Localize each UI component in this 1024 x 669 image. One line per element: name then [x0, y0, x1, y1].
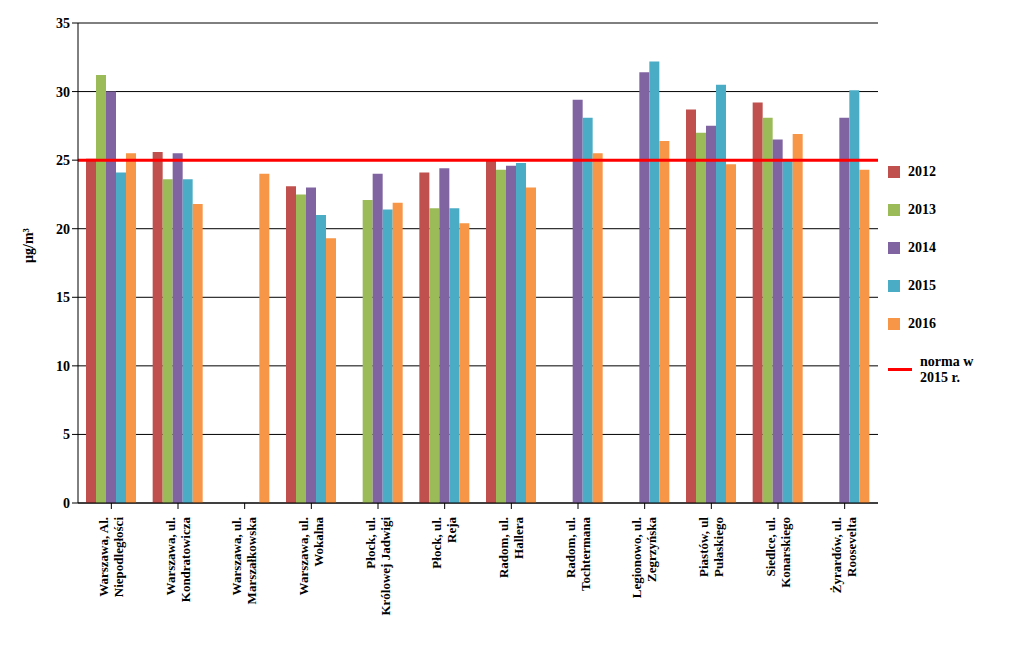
svg-text:Legionowo, ul.Zegrzyńska: Legionowo, ul.Zegrzyńska — [629, 517, 659, 599]
html-text:2014: 2014 — [908, 239, 936, 255]
svg-text:Żyrardów, ul.Roosevelta: Żyrardów, ul.Roosevelta — [829, 517, 859, 594]
svg-text:Warszawa, Al.Niepodległości: Warszawa, Al.Niepodległości — [96, 517, 126, 598]
html-text:norma w 2015 r.: norma w 2015 r. — [920, 353, 974, 385]
svg-text:µg/m³: µg/m³ — [21, 228, 36, 263]
svg-text:Radom, ul.Tochtermana: Radom, ul.Tochtermana — [563, 517, 593, 591]
svg-text:0: 0 — [63, 496, 70, 511]
html-text:2012: 2012 — [908, 163, 936, 179]
svg-text:Radom, ul.Hallera: Radom, ul.Hallera — [496, 517, 526, 579]
svg-text:Siedlce, ul.Konarskiego: Siedlce, ul.Konarskiego — [763, 517, 793, 588]
svg-text:10: 10 — [56, 359, 70, 374]
html-text:2013: 2013 — [908, 201, 936, 217]
svg-text:15: 15 — [56, 290, 70, 305]
svg-text:5: 5 — [63, 427, 70, 442]
svg-text:20: 20 — [56, 222, 70, 237]
svg-text:Płock, ul.Reja: Płock, ul.Reja — [429, 517, 459, 569]
svg-text:30: 30 — [56, 85, 70, 100]
svg-text:Warszawa, ul.Kondratowicza: Warszawa, ul.Kondratowicza — [163, 517, 193, 603]
svg-text:Warszawa, ul.Marszałkowska: Warszawa, ul.Marszałkowska — [229, 517, 259, 605]
svg-text:Warszawa, ul.Wokalna: Warszawa, ul.Wokalna — [296, 517, 326, 596]
svg-text:35: 35 — [56, 16, 70, 31]
svg-text:Płock, ul.Królowej Jadwigi: Płock, ul.Królowej Jadwigi — [363, 517, 393, 616]
svg-text:Piastów, ulPułaskiego: Piastów, ulPułaskiego — [696, 517, 726, 577]
html-text:2016: 2016 — [908, 315, 936, 331]
svg-text:25: 25 — [56, 153, 70, 168]
html-text:2015: 2015 — [908, 277, 936, 293]
